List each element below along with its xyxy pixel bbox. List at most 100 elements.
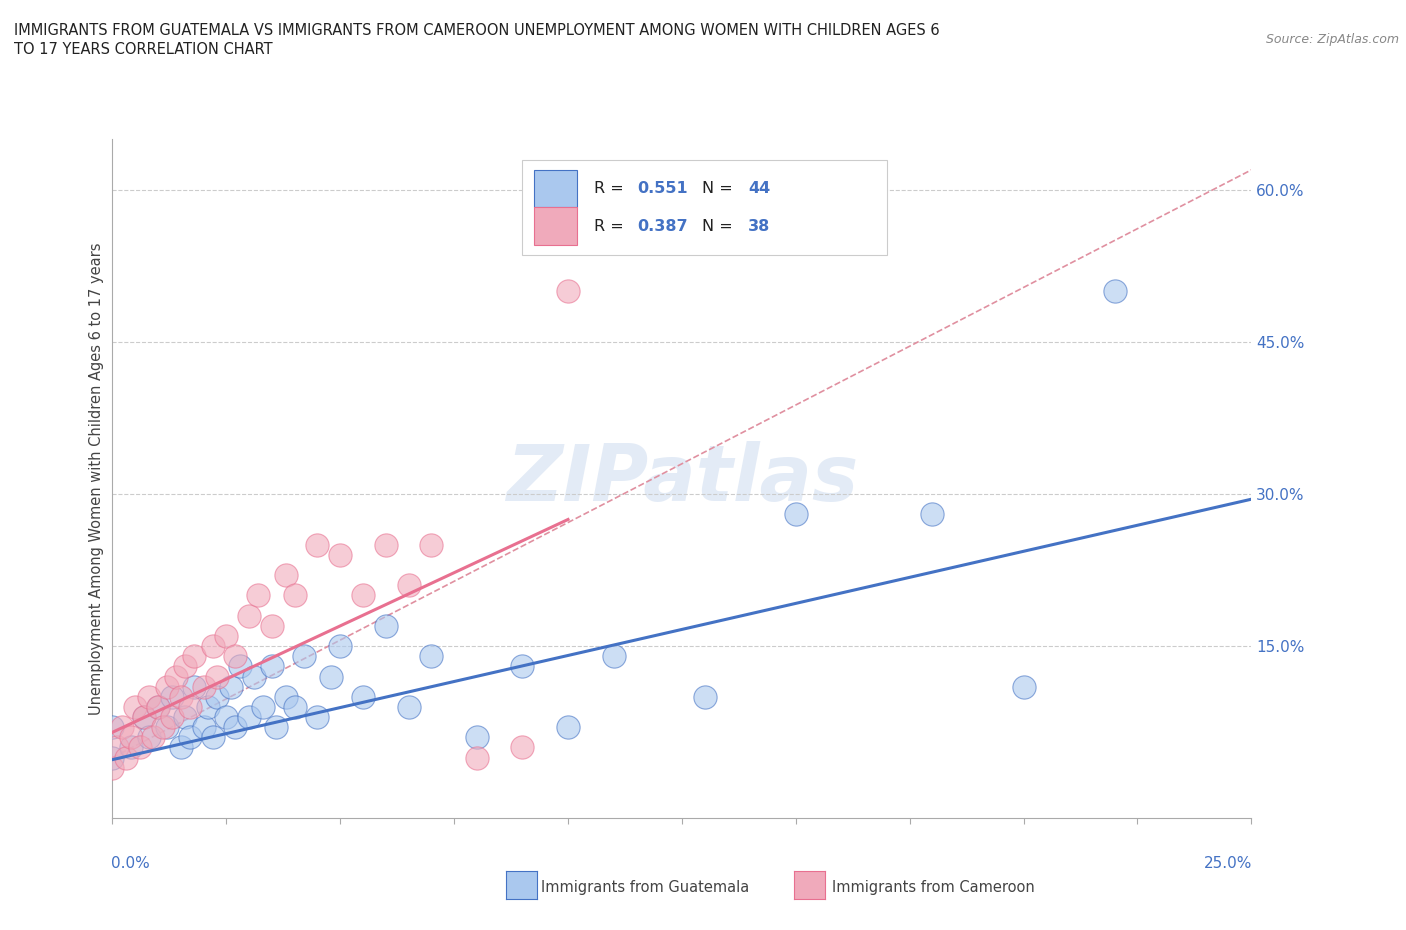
Point [247, 588, 270, 603]
Point [179, 699, 201, 714]
Text: 0.551: 0.551 [637, 181, 688, 196]
Point [183, 679, 205, 694]
Text: 0.0%: 0.0% [111, 856, 150, 870]
Point [238, 710, 260, 724]
Point [183, 649, 205, 664]
Point [105, 740, 128, 755]
Point [115, 751, 138, 765]
Point [465, 751, 488, 765]
Point [201, 730, 224, 745]
Point [160, 710, 183, 724]
Point [321, 669, 343, 684]
Text: TO 17 YEARS CORRELATION CHART: TO 17 YEARS CORRELATION CHART [14, 42, 273, 57]
Point [201, 639, 224, 654]
Point [557, 720, 579, 735]
Point [110, 720, 132, 735]
Point [120, 730, 142, 745]
Point [224, 649, 246, 664]
Point [1104, 284, 1126, 299]
Point [124, 699, 146, 714]
Bar [534, 207, 576, 245]
Point [252, 699, 274, 714]
Point [170, 689, 193, 704]
Point [120, 740, 142, 755]
Point [165, 669, 187, 684]
Point [134, 710, 156, 724]
Point [266, 720, 288, 735]
Text: R =: R = [595, 181, 628, 196]
Point [292, 649, 315, 664]
Text: Immigrants from Guatemala: Immigrants from Guatemala [541, 880, 749, 895]
Point [693, 689, 716, 704]
Point [146, 699, 169, 714]
Text: ZIPatlas: ZIPatlas [506, 441, 858, 517]
Text: IMMIGRANTS FROM GUATEMALA VS IMMIGRANTS FROM CAMEROON UNEMPLOYMENT AMONG WOMEN W: IMMIGRANTS FROM GUATEMALA VS IMMIGRANTS … [14, 23, 939, 38]
Point [170, 740, 193, 755]
Point [557, 284, 579, 299]
Point [420, 649, 443, 664]
Point [215, 629, 238, 644]
Point [128, 740, 150, 755]
Point [197, 699, 219, 714]
Point [142, 730, 165, 745]
Point [238, 608, 260, 623]
Point [207, 669, 229, 684]
Point [229, 659, 252, 674]
Point [260, 659, 283, 674]
Point [398, 578, 420, 592]
Point [160, 689, 183, 704]
Point [156, 720, 179, 735]
Bar [534, 170, 576, 207]
Point [207, 689, 229, 704]
Point [374, 618, 396, 633]
Point [284, 588, 307, 603]
Text: R =: R = [595, 219, 628, 233]
Point [260, 618, 283, 633]
Point [138, 689, 160, 704]
Point [1012, 679, 1035, 694]
Point [174, 710, 197, 724]
Point [138, 730, 160, 745]
Point [274, 568, 297, 583]
Text: 44: 44 [748, 181, 770, 196]
Point [193, 720, 215, 735]
Point [179, 730, 201, 745]
Point [156, 679, 179, 694]
Point [785, 507, 807, 522]
Point [374, 538, 396, 552]
Point [512, 740, 534, 755]
Point [152, 720, 174, 735]
Point [512, 659, 534, 674]
Point [193, 679, 215, 694]
Point [352, 588, 374, 603]
Point [921, 507, 943, 522]
Point [215, 710, 238, 724]
Point [398, 699, 420, 714]
Point [219, 679, 242, 694]
Point [274, 689, 297, 704]
Text: 25.0%: 25.0% [1204, 856, 1253, 870]
Point [307, 710, 329, 724]
Point [146, 699, 169, 714]
Point [224, 720, 246, 735]
Point [242, 669, 264, 684]
Text: Immigrants from Cameroon: Immigrants from Cameroon [832, 880, 1035, 895]
Point [134, 710, 156, 724]
Point [307, 538, 329, 552]
Text: N =: N = [703, 219, 738, 233]
Point [602, 649, 624, 664]
FancyBboxPatch shape [523, 160, 887, 255]
Point [352, 689, 374, 704]
Point [329, 639, 352, 654]
Text: 0.387: 0.387 [637, 219, 688, 233]
Point [420, 538, 443, 552]
Point [101, 720, 124, 735]
Point [174, 659, 197, 674]
Point [284, 699, 307, 714]
Point [465, 730, 488, 745]
Point [101, 761, 124, 776]
Point [101, 751, 124, 765]
Text: Source: ZipAtlas.com: Source: ZipAtlas.com [1265, 33, 1399, 46]
Text: N =: N = [703, 181, 738, 196]
Point [329, 548, 352, 563]
